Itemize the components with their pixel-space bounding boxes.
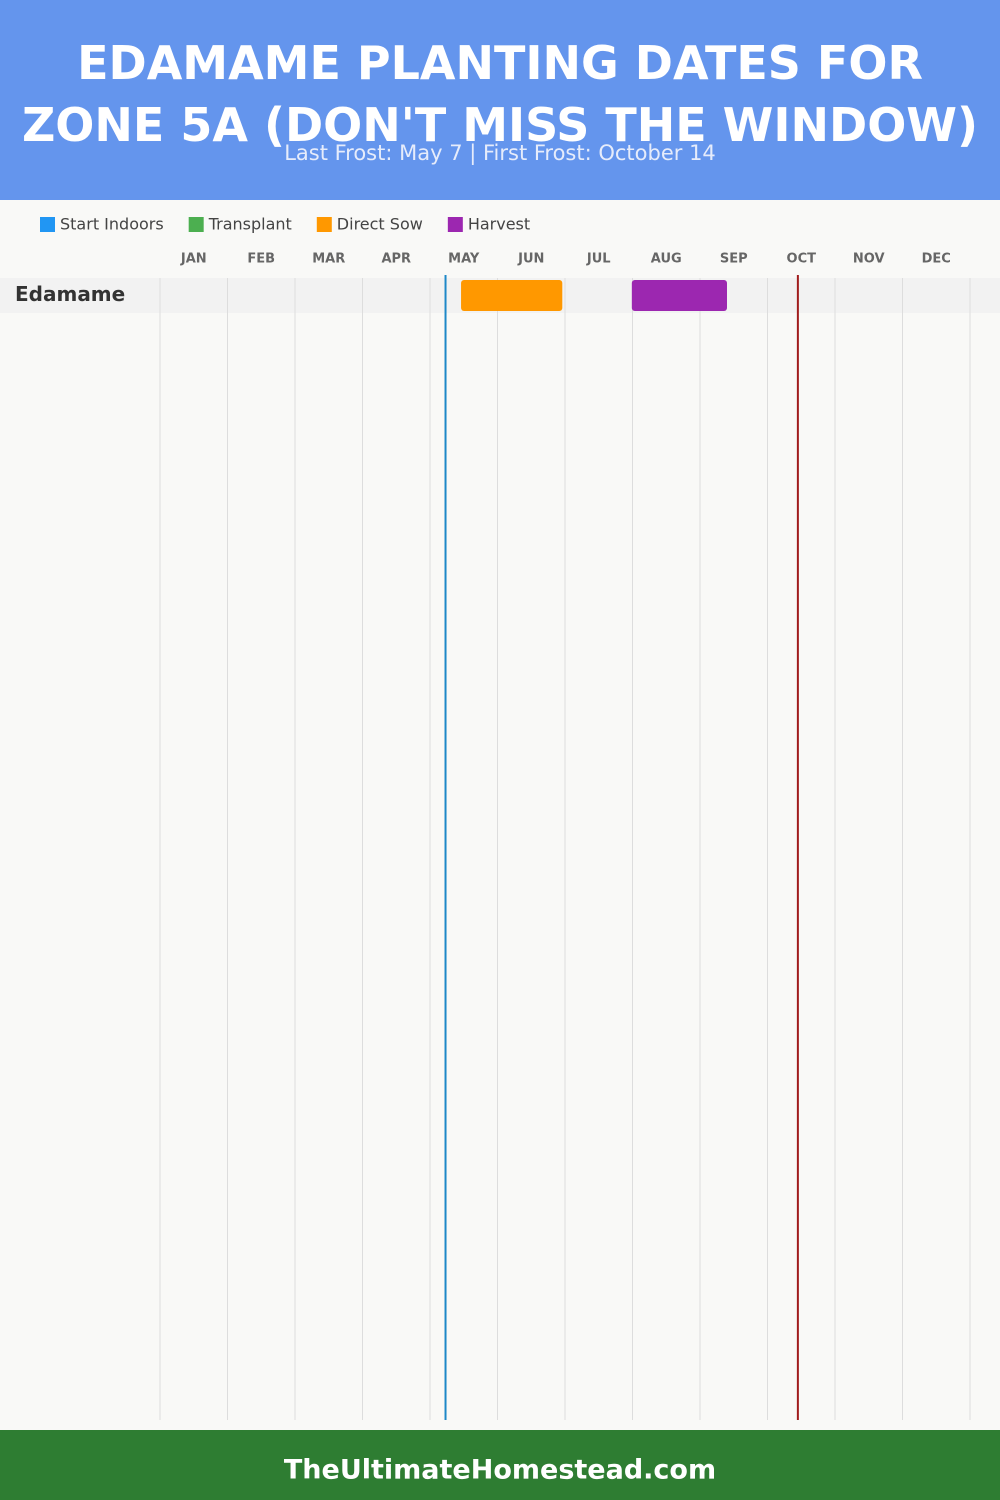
footer-band	[0, 1430, 1000, 1500]
phase-bar	[461, 280, 563, 311]
chart-title: EDAMAME PLANTING DATES FOR ZONE 5A (DON'…	[21, 36, 979, 152]
month-label: NOV	[853, 252, 885, 267]
month-label: JUN	[517, 252, 544, 267]
legend-label: Harvest	[468, 215, 530, 234]
month-label: MAY	[448, 252, 480, 267]
phase-bar	[631, 280, 727, 311]
month-label: APR	[381, 252, 411, 267]
month-label: JUL	[586, 252, 611, 267]
month-label: SEP	[720, 252, 748, 267]
legend-swatch	[188, 217, 204, 232]
footer: TheUltimateHomestead.com	[284, 1455, 716, 1486]
month-label: OCT	[787, 252, 817, 267]
row-label: Edamame	[15, 282, 125, 306]
month-label: FEB	[247, 252, 275, 267]
header	[0, 0, 1000, 200]
legend-label: Direct Sow	[337, 215, 423, 234]
legend-swatch	[316, 217, 332, 232]
legend-label: Transplant	[208, 215, 292, 234]
month-label: JAN	[180, 252, 207, 267]
subtitle: Last Frost: May 7 | First Frost: October…	[284, 141, 716, 166]
legend-label: Start Indoors	[60, 215, 164, 234]
month-label: DEC	[922, 252, 951, 267]
legend-swatch	[40, 217, 55, 232]
month-label: MAR	[312, 252, 345, 267]
legend-swatch	[447, 217, 463, 232]
month-label: AUG	[651, 252, 682, 267]
